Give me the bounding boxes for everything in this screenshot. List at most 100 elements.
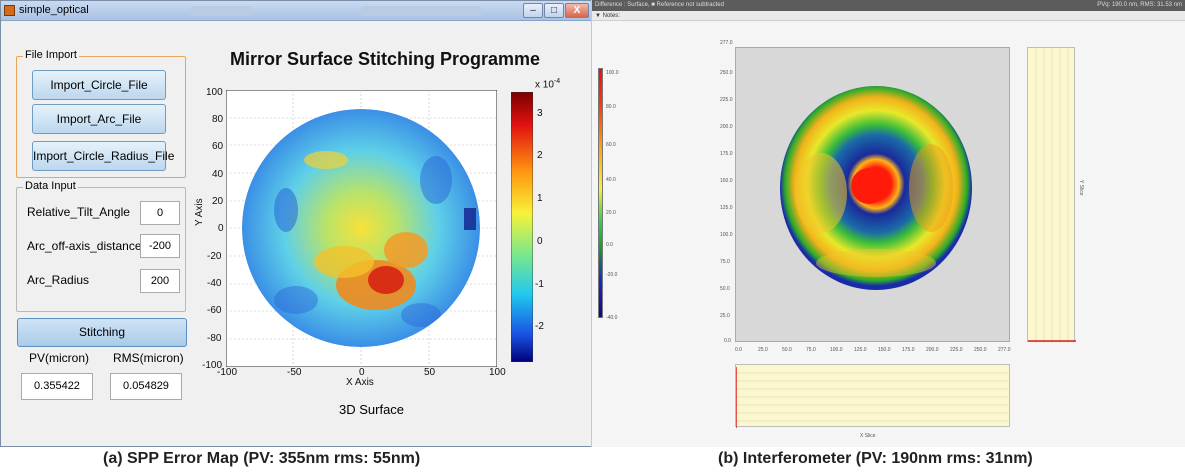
map-y-tick: 25.0 xyxy=(720,313,730,319)
data-input-group: Data Input xyxy=(16,180,186,312)
interferometer-header-text: Difference : Surface, ■ Reference not su… xyxy=(595,2,724,8)
file-import-group: File Import xyxy=(16,49,186,178)
map-y-tick: 150.0 xyxy=(720,178,733,184)
y-axis-label: Y Axis xyxy=(194,198,205,226)
map-y-tick: 200.0 xyxy=(720,124,733,130)
map-x-tick: 50.0 xyxy=(782,347,792,353)
app-icon xyxy=(4,5,15,16)
colorbar-tick: -40.0 xyxy=(606,315,618,321)
x-tick: -50 xyxy=(287,367,302,378)
y-tick: 0 xyxy=(218,223,224,234)
map-x-tick: 150.0 xyxy=(878,347,891,353)
import-circle-file-button[interactable]: Import_Circle_File xyxy=(32,70,166,100)
x-tick: 0 xyxy=(359,367,365,378)
map-x-tick: 225.0 xyxy=(950,347,963,353)
colorbar-tick: -20.0 xyxy=(606,272,618,278)
arc-radius-input[interactable]: 200 xyxy=(140,269,180,293)
y-tick: 40 xyxy=(212,169,224,180)
colorbar-exponent-power: -4 xyxy=(553,78,561,85)
x-tick: 100 xyxy=(489,367,506,378)
title-bar[interactable]: simple_optical – □ X xyxy=(1,1,591,21)
colorbar-tick: -2 xyxy=(535,321,544,332)
y-tick: 80 xyxy=(212,114,224,125)
error-map xyxy=(242,109,480,347)
map-y-tick: 0.0 xyxy=(724,338,731,344)
colorbar-exponent: x 10-4 xyxy=(535,78,561,91)
relative-tilt-angle-input[interactable]: 0 xyxy=(140,201,180,225)
arc-off-axis-distance-input[interactable]: -200 xyxy=(140,234,180,258)
colorbar-tick: 60.0 xyxy=(606,142,616,148)
plot-subtitle: 3D Surface xyxy=(339,402,405,417)
colorbar-tick: 100.0 xyxy=(606,70,619,76)
colorbar xyxy=(511,92,533,362)
y-tick: -60 xyxy=(207,305,222,316)
import-arc-file-button[interactable]: Import_Arc_File xyxy=(32,104,166,134)
y-tick: 100 xyxy=(206,87,223,98)
colorbar-tick: 80.0 xyxy=(606,104,616,110)
y-tick: 60 xyxy=(212,141,224,152)
title-bar-blur xyxy=(191,6,251,16)
arc-radius-label: Arc_Radius xyxy=(27,273,90,287)
relative-tilt-angle-label: Relative_Tilt_Angle xyxy=(27,205,130,219)
map-y-tick: 277.0 xyxy=(720,40,733,46)
pv-label: PV(micron) xyxy=(29,351,90,365)
y-slice-label: Y Slice xyxy=(1078,180,1084,196)
arc-off-axis-distance-label: Arc_off-axis_distance xyxy=(27,239,142,253)
colorbar-tick: 3 xyxy=(537,108,543,119)
interferometer-colorbar xyxy=(598,68,603,318)
window-title: simple_optical xyxy=(19,4,89,16)
x-slice-label: X Slice xyxy=(860,433,876,439)
colorbar-tick: 0 xyxy=(537,236,543,247)
caption-left: (a) SPP Error Map (PV: 355nm rms: 55nm) xyxy=(103,450,421,467)
interferometer-header-stats: PVq: 190.0 nm, RMS: 31.53 nm xyxy=(1097,2,1182,8)
map-x-tick: 175.0 xyxy=(902,347,915,353)
pv-output: 0.355422 xyxy=(21,373,93,400)
colorbar-tick: 1 xyxy=(537,193,543,204)
colorbar-tick: -1 xyxy=(535,279,544,290)
map-y-tick: 250.0 xyxy=(720,70,733,76)
x-axis-label: X Axis xyxy=(346,377,374,388)
surface-plot[interactable] xyxy=(226,90,497,367)
y-tick: -80 xyxy=(207,333,222,344)
rms-output: 0.054829 xyxy=(110,373,182,400)
y-slice-panel[interactable] xyxy=(1027,47,1076,343)
y-tick: 20 xyxy=(212,196,224,207)
x-slice-panel[interactable] xyxy=(735,364,1011,428)
interferometer-header: Difference : Surface, ■ Reference not su… xyxy=(592,0,1185,11)
maximize-button[interactable]: □ xyxy=(544,3,564,18)
y-tick: -40 xyxy=(207,278,222,289)
colorbar-tick: 0.0 xyxy=(606,242,613,248)
plot-title: Mirror Surface Stitching Programme xyxy=(229,49,541,69)
x-tick: 50 xyxy=(424,367,436,378)
map-x-tick: 250.0 xyxy=(974,347,987,353)
data-input-legend: Data Input xyxy=(23,180,78,192)
minimize-button[interactable]: – xyxy=(523,3,543,18)
map-y-tick: 100.0 xyxy=(720,232,733,238)
colorbar-tick: 20.0 xyxy=(606,210,616,216)
map-y-tick: 175.0 xyxy=(720,151,733,157)
import-circle-radius-file-button[interactable]: Import_Circle_Radius_File xyxy=(32,141,174,171)
y-tick: -20 xyxy=(207,251,222,262)
colorbar-tick: 2 xyxy=(537,150,543,161)
notes-toolbar[interactable]: ▼ Notes: xyxy=(592,11,1185,21)
map-x-tick: 75.0 xyxy=(806,347,816,353)
map-x-tick: 200.0 xyxy=(926,347,939,353)
caption-right: (b) Interferometer (PV: 190nm rms: 31nm) xyxy=(718,450,1033,467)
map-x-tick: 0.0 xyxy=(735,347,742,353)
map-y-tick: 125.0 xyxy=(720,205,733,211)
y-slice-grid xyxy=(1028,48,1076,343)
colorbar-tick: 40.0 xyxy=(606,177,616,183)
stitching-button[interactable]: Stitching xyxy=(17,318,187,347)
x-tick: -100 xyxy=(217,367,238,378)
x-slice-grid xyxy=(735,367,1011,428)
interferometer-window: Difference : Surface, ■ Reference not su… xyxy=(591,0,1185,447)
map-y-tick: 225.0 xyxy=(720,97,733,103)
close-button[interactable]: X xyxy=(565,3,589,18)
interferometer-map xyxy=(780,86,972,290)
map-y-tick: 50.0 xyxy=(720,286,730,292)
y-tick: -100 xyxy=(202,360,223,371)
surface-map-panel[interactable] xyxy=(735,47,1010,342)
title-bar-blur xyxy=(361,6,481,16)
file-import-legend: File Import xyxy=(23,49,79,61)
